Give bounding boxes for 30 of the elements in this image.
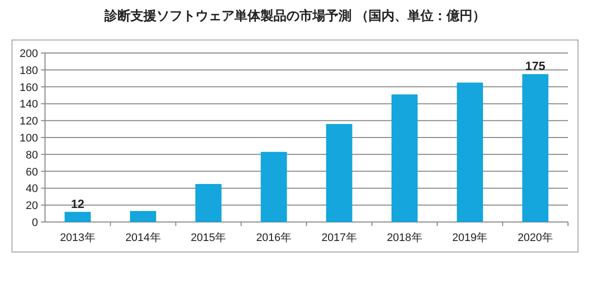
bar [195,184,222,222]
y-tick-label: 180 [20,64,38,77]
chart-title: 診断支援ソフトウェア単体製品の市場予測 （国内、単位：億円） [104,8,486,23]
bar [522,74,548,222]
x-tick-label: 2015年 [190,232,226,244]
x-tick-label: 2016年 [256,232,292,244]
bar [391,94,418,222]
x-tick-label: 2019年 [452,232,488,244]
y-tick-label: 140 [20,98,38,111]
x-tick-label: 2018年 [386,232,422,244]
bar [326,124,352,222]
y-tick-label: 0 [32,217,38,229]
y-tick-label: 40 [26,183,38,196]
x-tick-label: 2013年 [60,232,96,244]
bar [130,211,156,222]
y-tick-label: 200 [20,48,38,60]
x-tick-label: 2020年 [518,232,554,244]
bar [260,152,287,222]
y-tick-label: 20 [26,200,38,212]
x-tick-label: 2017年 [321,232,357,244]
bar [64,212,91,222]
y-tick-label: 120 [20,116,38,128]
data-label: 175 [525,59,546,74]
y-tick-label: 60 [26,166,38,178]
bar [456,82,484,222]
y-tick-label: 100 [20,132,38,144]
data-label: 12 [71,196,85,211]
y-tick-label: 80 [26,149,38,162]
x-tick-label: 2014年 [125,232,161,244]
y-tick-label: 160 [20,82,38,94]
